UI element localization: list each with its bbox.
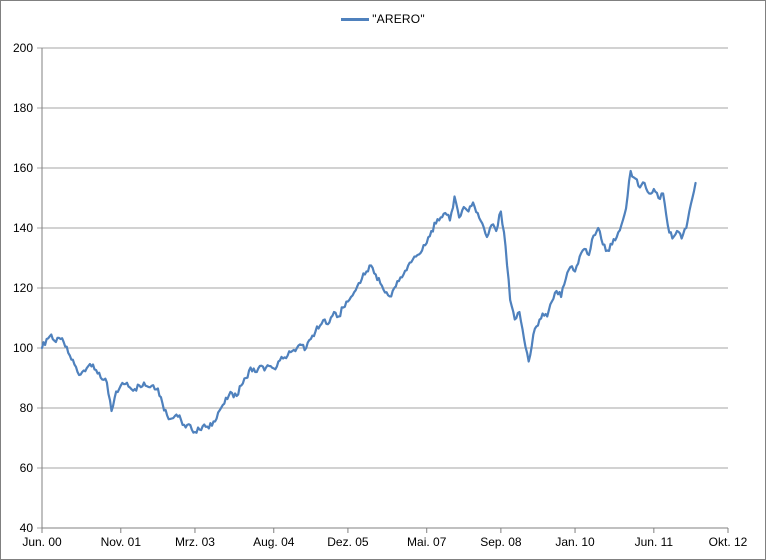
arero-series-line xyxy=(40,169,697,434)
x-axis-label: Dez. 05 xyxy=(327,535,369,549)
y-axis-label: 160 xyxy=(13,161,33,175)
y-axis-label: 100 xyxy=(13,341,33,355)
x-axis-label: Mai. 07 xyxy=(407,535,447,549)
x-axis-label: Jun. 00 xyxy=(22,535,62,549)
y-axis-label: 140 xyxy=(13,221,33,235)
y-axis-label: 200 xyxy=(13,41,33,55)
y-axis-label: 40 xyxy=(20,521,34,535)
y-axis-label: 120 xyxy=(13,281,33,295)
y-axis-label: 180 xyxy=(13,101,33,115)
x-axis-label: Okt. 12 xyxy=(709,535,748,549)
x-axis-label: Aug. 04 xyxy=(253,535,295,549)
x-axis-label: Mrz. 03 xyxy=(175,535,215,549)
x-axis-label: Jan. 10 xyxy=(555,535,595,549)
x-axis-label: Sep. 08 xyxy=(480,535,522,549)
y-axis-label: 60 xyxy=(20,461,34,475)
y-axis-label: 80 xyxy=(20,401,34,415)
x-axis-label: Nov. 01 xyxy=(101,535,142,549)
x-axis-label: Jun. 11 xyxy=(635,535,674,549)
